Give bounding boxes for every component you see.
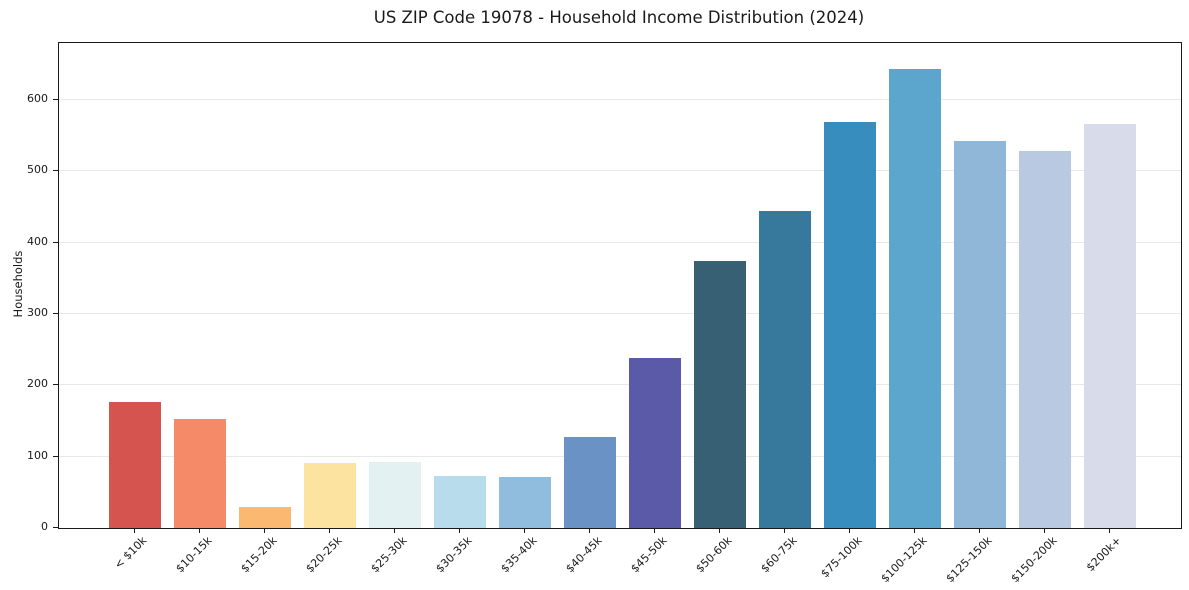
bar-16 (1084, 124, 1136, 528)
x-tick-label-1: < $10k (111, 534, 150, 572)
x-tick-label-7: $35-40k (497, 534, 540, 576)
x-tick-label-13: $100-125k (878, 534, 930, 586)
y-tick-mark (53, 241, 58, 243)
x-tick-mark (134, 528, 135, 533)
y-tick-mark (53, 455, 58, 457)
y-tick-label-100: 100 (27, 448, 48, 462)
y-tick-mark (53, 527, 58, 528)
x-tick-label-10: $50-60k (692, 534, 735, 576)
x-tick-label-2: $10-15k (172, 534, 215, 576)
bar-3 (239, 507, 291, 528)
bar-9 (629, 358, 681, 528)
bar-12 (824, 122, 876, 528)
x-tick-mark (784, 528, 785, 533)
x-tick-label-16: $200k+ (1084, 534, 1125, 575)
x-tick-mark (199, 528, 200, 533)
x-tick-label-6: $30-35k (432, 534, 475, 576)
gridline-y500 (59, 170, 1181, 172)
x-tick-label-4: $20-25k (302, 534, 345, 576)
y-tick-mark (53, 99, 58, 101)
x-tick-mark (849, 528, 850, 533)
x-tick-label-9: $45-50k (627, 534, 670, 576)
x-tick-label-15: $150-200k (1008, 534, 1060, 586)
x-tick-mark (914, 528, 915, 533)
bar-14 (954, 140, 1006, 528)
x-tick-mark (654, 528, 655, 533)
x-tick-label-3: $15-20k (237, 534, 280, 576)
x-tick-mark (264, 528, 265, 533)
x-tick-mark (524, 528, 525, 533)
gridline-y300 (59, 313, 1181, 315)
x-tick-mark (1044, 528, 1045, 533)
x-tick-label-5: $25-30k (367, 534, 410, 576)
y-tick-label-500: 500 (27, 163, 48, 177)
bar-8 (564, 436, 616, 528)
y-tick-mark (53, 170, 58, 172)
gridline-y600 (59, 99, 1181, 101)
x-tick-mark (1109, 528, 1110, 533)
y-tick-label-200: 200 (27, 377, 48, 391)
bar-2 (174, 418, 226, 528)
y-tick-mark (53, 313, 58, 315)
bar-5 (369, 461, 421, 528)
bar-7 (499, 477, 551, 528)
bar-15 (1019, 150, 1071, 528)
y-tick-mark (53, 384, 58, 386)
x-tick-mark (459, 528, 460, 533)
gridline-y100 (59, 455, 1181, 457)
bar-11 (759, 210, 811, 528)
y-tick-label-0: 0 (41, 520, 48, 533)
x-tick-mark (589, 528, 590, 533)
x-tick-label-12: $75-100k (817, 534, 865, 581)
y-tick-label-300: 300 (27, 306, 48, 320)
chart-title: US ZIP Code 19078 - Household Income Dis… (373, 8, 865, 27)
y-tick-label-400: 400 (27, 234, 48, 248)
x-tick-mark (979, 528, 980, 533)
x-tick-mark (719, 528, 720, 533)
y-tick-label-600: 600 (27, 92, 48, 106)
x-tick-label-11: $60-75k (757, 534, 800, 576)
bar-13 (889, 69, 941, 528)
bar-4 (304, 463, 356, 528)
x-tick-label-8: $40-45k (562, 534, 605, 576)
bar-10 (694, 261, 746, 528)
gridline-y400 (59, 241, 1181, 243)
x-tick-mark (329, 528, 330, 533)
gridline-y200 (59, 384, 1181, 386)
x-tick-mark (394, 528, 395, 533)
bar-1 (109, 401, 161, 528)
plot-area (58, 42, 1182, 529)
bar-6 (434, 475, 486, 528)
x-tick-label-14: $125-150k (943, 534, 995, 586)
